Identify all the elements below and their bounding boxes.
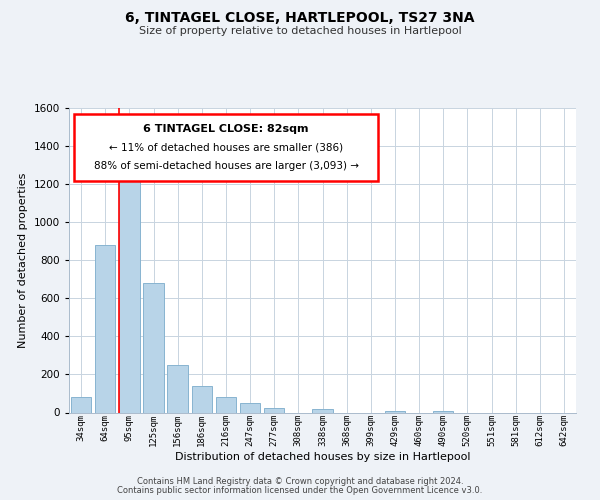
Bar	[167, 365, 188, 412]
Bar	[312, 408, 333, 412]
Bar	[264, 408, 284, 412]
Y-axis label: Number of detached properties: Number of detached properties	[18, 172, 28, 348]
FancyBboxPatch shape	[74, 114, 378, 180]
Bar	[433, 410, 454, 412]
Text: Size of property relative to detached houses in Hartlepool: Size of property relative to detached ho…	[139, 26, 461, 36]
Text: 88% of semi-detached houses are larger (3,093) →: 88% of semi-detached houses are larger (…	[94, 161, 359, 171]
Bar	[191, 386, 212, 412]
Bar	[215, 397, 236, 412]
Bar	[385, 410, 405, 412]
Text: ← 11% of detached houses are smaller (386): ← 11% of detached houses are smaller (38…	[109, 142, 343, 152]
Bar	[143, 283, 164, 412]
Bar	[240, 403, 260, 412]
Text: 6 TINTAGEL CLOSE: 82sqm: 6 TINTAGEL CLOSE: 82sqm	[143, 124, 309, 134]
Text: Contains public sector information licensed under the Open Government Licence v3: Contains public sector information licen…	[118, 486, 482, 495]
Bar	[119, 163, 140, 412]
Text: Contains HM Land Registry data © Crown copyright and database right 2024.: Contains HM Land Registry data © Crown c…	[137, 477, 463, 486]
Text: 6, TINTAGEL CLOSE, HARTLEPOOL, TS27 3NA: 6, TINTAGEL CLOSE, HARTLEPOOL, TS27 3NA	[125, 11, 475, 25]
Bar	[71, 397, 91, 412]
Bar	[95, 245, 115, 412]
X-axis label: Distribution of detached houses by size in Hartlepool: Distribution of detached houses by size …	[175, 452, 470, 462]
